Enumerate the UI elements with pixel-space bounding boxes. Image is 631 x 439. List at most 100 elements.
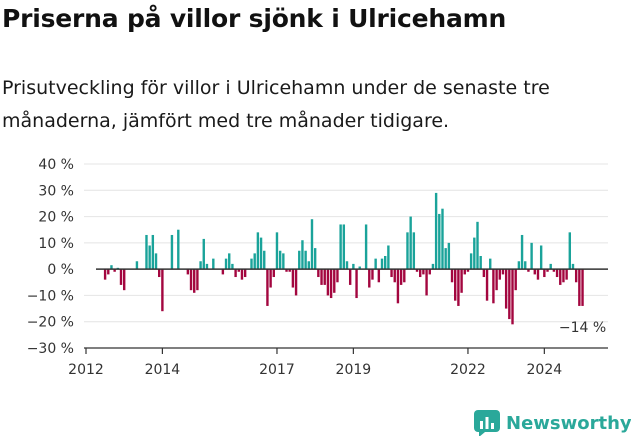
bar xyxy=(307,261,310,270)
bar xyxy=(135,261,139,270)
y-tick-label: −10 % xyxy=(27,288,74,304)
bar xyxy=(578,269,581,306)
bar xyxy=(549,263,552,270)
bar xyxy=(431,263,435,270)
bar xyxy=(323,269,326,285)
bar xyxy=(434,192,438,270)
bar xyxy=(368,269,371,288)
bar xyxy=(348,269,352,285)
bar xyxy=(476,221,479,270)
bar xyxy=(253,253,256,270)
bar xyxy=(298,250,301,270)
bar xyxy=(511,269,514,325)
bar xyxy=(371,269,374,280)
bar xyxy=(342,224,346,270)
x-tick-label: 2012 xyxy=(68,362,104,378)
x-tick-label: 2019 xyxy=(336,362,372,378)
bar xyxy=(291,269,295,288)
x-tick-label: 2024 xyxy=(527,362,563,378)
bar xyxy=(202,238,205,270)
bar xyxy=(393,269,396,283)
bar xyxy=(205,263,209,270)
bar xyxy=(304,250,307,270)
bar xyxy=(352,263,355,270)
bar xyxy=(562,269,565,283)
bar xyxy=(123,269,126,291)
bar xyxy=(282,253,285,270)
bar xyxy=(489,258,492,270)
axes xyxy=(84,268,608,354)
bar xyxy=(288,269,291,272)
bar xyxy=(177,229,180,270)
bar xyxy=(498,269,501,280)
bar xyxy=(364,224,368,270)
bar xyxy=(110,265,113,270)
bar xyxy=(301,240,304,270)
bar xyxy=(231,263,234,270)
bar xyxy=(469,253,473,270)
bar xyxy=(269,269,272,288)
bar xyxy=(221,269,225,275)
y-tick-label: −20 % xyxy=(27,315,74,331)
bar xyxy=(517,261,521,270)
bar xyxy=(438,213,441,270)
chart-subtitle: Prisutveckling för villor i Ulricehamn u… xyxy=(2,77,550,132)
bar xyxy=(320,269,323,285)
bar xyxy=(520,234,524,270)
bar xyxy=(441,208,444,270)
bar xyxy=(119,269,123,285)
bar xyxy=(355,269,358,299)
bar xyxy=(339,224,342,270)
bar xyxy=(504,269,508,309)
bar xyxy=(310,219,314,270)
bar xyxy=(263,250,266,270)
bar xyxy=(460,269,463,293)
bar xyxy=(479,256,482,270)
bar xyxy=(514,269,517,291)
y-tick-label: 20 % xyxy=(38,210,74,226)
bar xyxy=(243,269,247,278)
y-tick-label: −30 % xyxy=(27,341,74,357)
bar xyxy=(151,234,155,270)
last-value-annotation: −14 % xyxy=(559,320,606,336)
bar xyxy=(317,269,320,278)
bar xyxy=(186,269,190,275)
bar xyxy=(103,269,107,280)
bar xyxy=(374,258,377,270)
bar xyxy=(329,269,333,299)
bar xyxy=(240,269,244,280)
bar xyxy=(189,269,193,291)
bar xyxy=(396,269,400,304)
brand-name: Newsworthy xyxy=(506,412,631,434)
bar xyxy=(345,261,349,270)
bar xyxy=(285,269,288,272)
bar xyxy=(530,242,533,270)
x-tick-label: 2022 xyxy=(450,362,486,378)
y-tick-label: 40 % xyxy=(38,157,74,173)
bar xyxy=(574,269,578,283)
bar xyxy=(492,269,495,304)
bar xyxy=(266,269,269,306)
bar xyxy=(508,269,511,320)
newsworthy-logo: Newsworthy xyxy=(474,408,631,438)
bar xyxy=(212,258,215,270)
bar xyxy=(581,269,584,306)
bar xyxy=(145,234,148,270)
bar xyxy=(196,269,199,291)
bar xyxy=(466,269,470,272)
chart-title: Priserna på villor sjönk i Ulricehamn xyxy=(2,4,507,33)
bar xyxy=(403,269,406,283)
bar xyxy=(336,269,339,283)
bar xyxy=(278,250,282,270)
bar xyxy=(565,269,568,280)
bar xyxy=(555,269,559,278)
bar xyxy=(250,258,253,270)
bar xyxy=(539,245,543,270)
bar xyxy=(552,269,556,272)
bar xyxy=(546,269,549,272)
bar xyxy=(259,237,263,270)
bar xyxy=(495,269,498,291)
bar xyxy=(543,269,546,278)
y-tick-label: 10 % xyxy=(38,236,74,252)
